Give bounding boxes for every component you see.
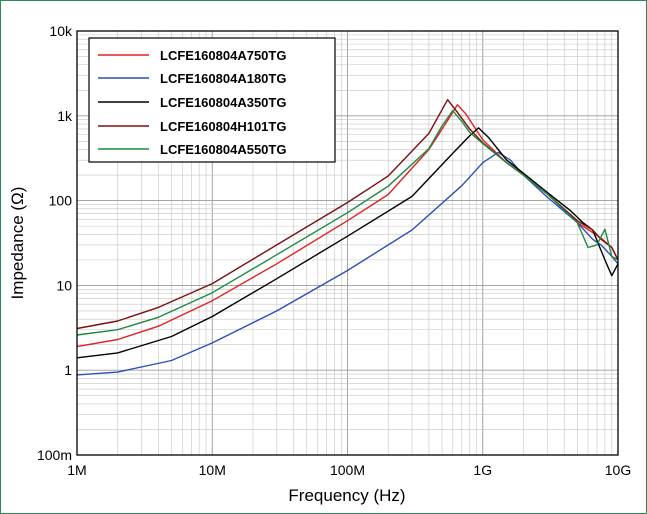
- x-tick-label: 10G: [605, 462, 631, 478]
- y-tick-label: 1k: [57, 108, 73, 124]
- series-line-1: [76, 104, 619, 348]
- tick-labels: 1M 10M 100M 1G 10G 100m 1 10 100 1k 10k: [37, 23, 631, 478]
- legend-item: LCFE160804A550TG: [98, 142, 286, 157]
- y-tick-label: 1: [64, 362, 72, 378]
- legend-box: [88, 37, 336, 163]
- series-lines: [76, 99, 619, 376]
- series-line-4: [76, 99, 619, 330]
- x-tick-label: 100M: [330, 462, 365, 478]
- legend-item: LCFE160804A750TG: [98, 48, 286, 63]
- legend-item: LCFE160804A350TG: [98, 95, 286, 110]
- y-tick-label: 100m: [37, 447, 72, 463]
- legend-label: LCFE160804A750TG: [160, 48, 286, 63]
- series-line-5: [76, 110, 619, 336]
- legend-label: LCFE160804A550TG: [160, 142, 286, 157]
- y-tick-label: 10k: [49, 23, 73, 39]
- plot-area: [76, 30, 619, 456]
- x-tick-label: 10M: [199, 462, 226, 478]
- y-axis-label: Impedance (Ω): [8, 187, 27, 300]
- x-axis-label: Frequency (Hz): [288, 486, 405, 505]
- legend: LCFE160804A750TG LCFE160804A180TG LCFE16…: [88, 37, 336, 163]
- legend-label: LCFE160804A350TG: [160, 95, 286, 110]
- legend-label: LCFE160804H101TG: [160, 119, 286, 134]
- x-tick-label: 1M: [67, 462, 86, 478]
- x-tick-label: 1G: [473, 462, 492, 478]
- y-tick-label: 100: [49, 193, 73, 209]
- y-tick-label: 10: [56, 277, 72, 293]
- legend-label: LCFE160804A180TG: [160, 71, 286, 86]
- legend-item: LCFE160804H101TG: [98, 119, 286, 134]
- series-line-2: [76, 151, 619, 376]
- legend-item: LCFE160804A180TG: [98, 71, 286, 86]
